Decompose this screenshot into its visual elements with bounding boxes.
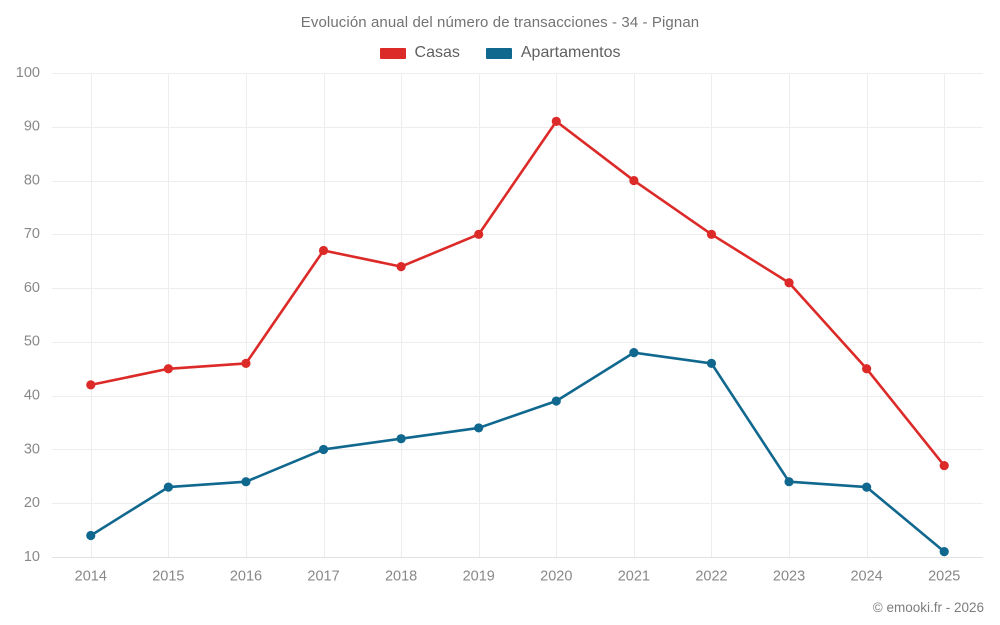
data-point-apartamentos-2019[interactable] <box>474 423 484 433</box>
data-point-casas-2025[interactable] <box>939 460 949 471</box>
legend-label-apartamentos: Apartamentos <box>520 44 621 61</box>
legend-swatch-casas <box>379 47 406 59</box>
data-point-apartamentos-2020[interactable] <box>551 396 561 406</box>
legend-swatch-apartamentos <box>485 47 512 59</box>
x-tick-label: 2022 <box>695 569 727 585</box>
data-point-apartamentos-2025[interactable] <box>939 547 949 557</box>
data-point-casas-2023[interactable] <box>784 278 794 288</box>
series-line-casas <box>89 120 946 467</box>
y-tick-label: 90 <box>24 119 40 135</box>
data-point-apartamentos-2018[interactable] <box>396 434 406 444</box>
x-tick-label: 2017 <box>307 569 339 585</box>
x-tick-label: 2019 <box>463 569 495 585</box>
data-point-apartamentos-2022[interactable] <box>706 358 717 368</box>
series-layer <box>86 116 949 557</box>
data-point-apartamentos-2015[interactable] <box>163 482 173 492</box>
data-point-casas-2014[interactable] <box>86 380 96 390</box>
y-tick-label: 10 <box>24 549 40 565</box>
y-tick-label: 100 <box>16 65 40 81</box>
data-point-casas-2018[interactable] <box>396 262 406 272</box>
data-point-casas-2021[interactable] <box>629 175 639 186</box>
y-tick-label: 50 <box>24 334 40 350</box>
data-point-casas-2022[interactable] <box>706 229 717 239</box>
x-tick-label: 2024 <box>850 569 882 585</box>
x-tick-label: 2016 <box>230 569 262 585</box>
data-point-apartamentos-2017[interactable] <box>318 444 329 455</box>
data-point-casas-2017[interactable] <box>318 245 329 256</box>
x-tick-label: 2021 <box>618 569 650 585</box>
data-point-apartamentos-2024[interactable] <box>862 482 872 492</box>
legend-label-casas: Casas <box>414 44 460 61</box>
y-tick-label: 70 <box>24 226 40 242</box>
y-tick-label: 80 <box>24 172 40 188</box>
copyright-credit: © emooki.fr - 2026 <box>872 600 984 615</box>
data-point-casas-2019[interactable] <box>474 229 484 239</box>
data-point-casas-2015[interactable] <box>163 364 173 374</box>
y-axis-tick-labels: 10 20 30 40 50 60 70 80 90 100 <box>16 65 40 565</box>
x-tick-label: 2014 <box>75 569 107 585</box>
y-tick-label: 30 <box>24 441 40 457</box>
chart-title: Evolución anual del número de transaccio… <box>300 14 700 31</box>
data-point-apartamentos-2016[interactable] <box>241 477 251 487</box>
y-tick-label: 20 <box>24 495 40 511</box>
series-line-apartamentos <box>89 351 946 553</box>
grid-layer <box>52 73 983 558</box>
x-tick-label: 2015 <box>152 569 184 585</box>
x-tick-label: 2023 <box>773 569 805 585</box>
x-tick-label: 2025 <box>928 569 960 585</box>
y-tick-label: 60 <box>24 280 40 296</box>
data-point-apartamentos-2021[interactable] <box>629 348 639 358</box>
y-tick-label: 40 <box>24 387 40 403</box>
data-point-casas-2020[interactable] <box>551 116 561 126</box>
x-tick-label: 2018 <box>385 569 417 585</box>
legend-item-apartamentos[interactable]: Apartamentos <box>485 44 621 62</box>
legend-item-casas[interactable]: Casas <box>379 44 460 62</box>
data-point-casas-2016[interactable] <box>241 358 251 368</box>
x-tick-label: 2020 <box>540 569 572 585</box>
data-point-apartamentos-2014[interactable] <box>86 530 96 541</box>
chart-legend: Casas Apartamentos <box>0 44 1000 62</box>
x-axis-tick-labels: 2014 2015 2016 2017 2018 2019 2020 2021 2022 2023… <box>75 569 961 585</box>
data-point-apartamentos-2023[interactable] <box>784 477 794 487</box>
data-point-casas-2024[interactable] <box>862 364 872 374</box>
